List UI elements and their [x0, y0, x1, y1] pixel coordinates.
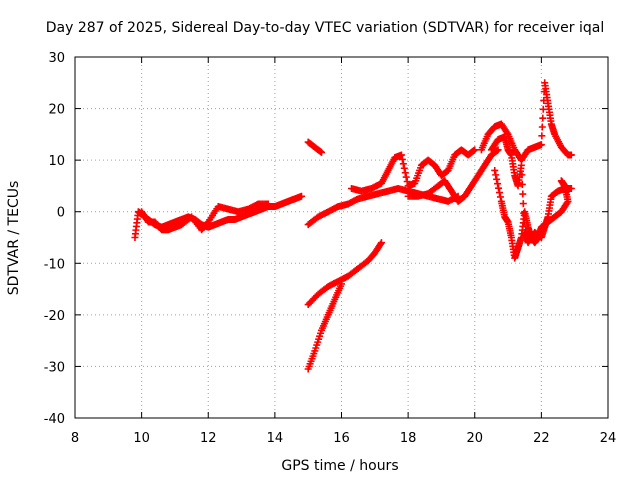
y-tick-label: -20: [44, 309, 65, 324]
data-point: [298, 192, 306, 200]
data-point: [538, 123, 546, 131]
x-tick-label: 24: [600, 431, 617, 446]
data-point: [471, 146, 479, 154]
data-point: [402, 173, 410, 181]
y-tick-label: -30: [44, 360, 65, 375]
series-arc-main-low-2: [138, 200, 272, 234]
data-point: [401, 169, 409, 177]
series-arc-short-high: [304, 138, 326, 156]
x-tick-label: 22: [533, 431, 550, 446]
data-point: [493, 175, 501, 183]
data-point: [496, 193, 504, 201]
data-point: [494, 180, 502, 188]
data-point: [518, 171, 526, 179]
data-point: [567, 185, 575, 193]
x-tick-label: 20: [466, 431, 483, 446]
data-point: [520, 209, 528, 217]
data-point: [495, 184, 503, 192]
x-tick-label: 14: [267, 431, 284, 446]
x-tick-label: 8: [71, 431, 79, 446]
data-point: [318, 148, 326, 156]
data-point: [537, 141, 545, 149]
data-point: [377, 240, 385, 248]
series-arc-late-scatter: [491, 166, 572, 262]
y-tick-label: -40: [44, 412, 65, 427]
y-tick-label: 10: [48, 154, 65, 169]
series-arc-evening-upper: [347, 146, 479, 195]
data-point: [519, 200, 527, 208]
y-axis-label: SDTVAR / TECUs: [6, 181, 22, 296]
series-arc-late: [477, 79, 575, 164]
series-arc-mid-rise: [304, 239, 385, 309]
series-arc-steep: [304, 280, 345, 373]
data-points: [131, 79, 575, 373]
y-tick-label: 20: [48, 103, 65, 118]
data-point: [520, 219, 528, 227]
data-point: [338, 280, 345, 288]
x-tick-label: 10: [133, 431, 150, 446]
x-tick-label: 16: [333, 431, 350, 446]
data-point: [519, 190, 527, 198]
data-point: [567, 151, 575, 159]
data-point: [264, 200, 272, 208]
data-point: [377, 239, 385, 247]
data-point: [494, 146, 502, 154]
series-arc-evening: [304, 185, 462, 229]
series-arc-main-low: [131, 192, 306, 241]
chart-title: Day 287 of 2025, Sidereal Day-to-day VTE…: [46, 20, 604, 36]
y-tick-label: 0: [57, 206, 65, 221]
y-tick-label: -10: [44, 257, 65, 272]
data-point: [495, 189, 503, 197]
data-point: [518, 180, 526, 188]
data-point: [539, 114, 547, 122]
data-point: [491, 166, 499, 174]
series-arc-loop: [404, 146, 502, 205]
data-point: [398, 155, 406, 163]
y-tick-label: 30: [48, 51, 65, 66]
x-axis-label: GPS time / hours: [281, 458, 398, 474]
data-point: [397, 151, 405, 159]
data-point: [399, 160, 407, 168]
series-arc-late-2: [487, 133, 575, 247]
data-point: [403, 178, 411, 186]
x-tick-label: 12: [200, 431, 217, 446]
axis-ticks: 8 10 12 14 16 18 20 22 24 -40 -30 -20 -10 0 10 20 30: [44, 51, 617, 446]
x-tick-label: 18: [400, 431, 417, 446]
data-point: [517, 161, 525, 169]
data-point: [492, 171, 500, 179]
data-point: [503, 129, 511, 137]
data-point: [400, 164, 408, 172]
data-point: [538, 132, 546, 140]
